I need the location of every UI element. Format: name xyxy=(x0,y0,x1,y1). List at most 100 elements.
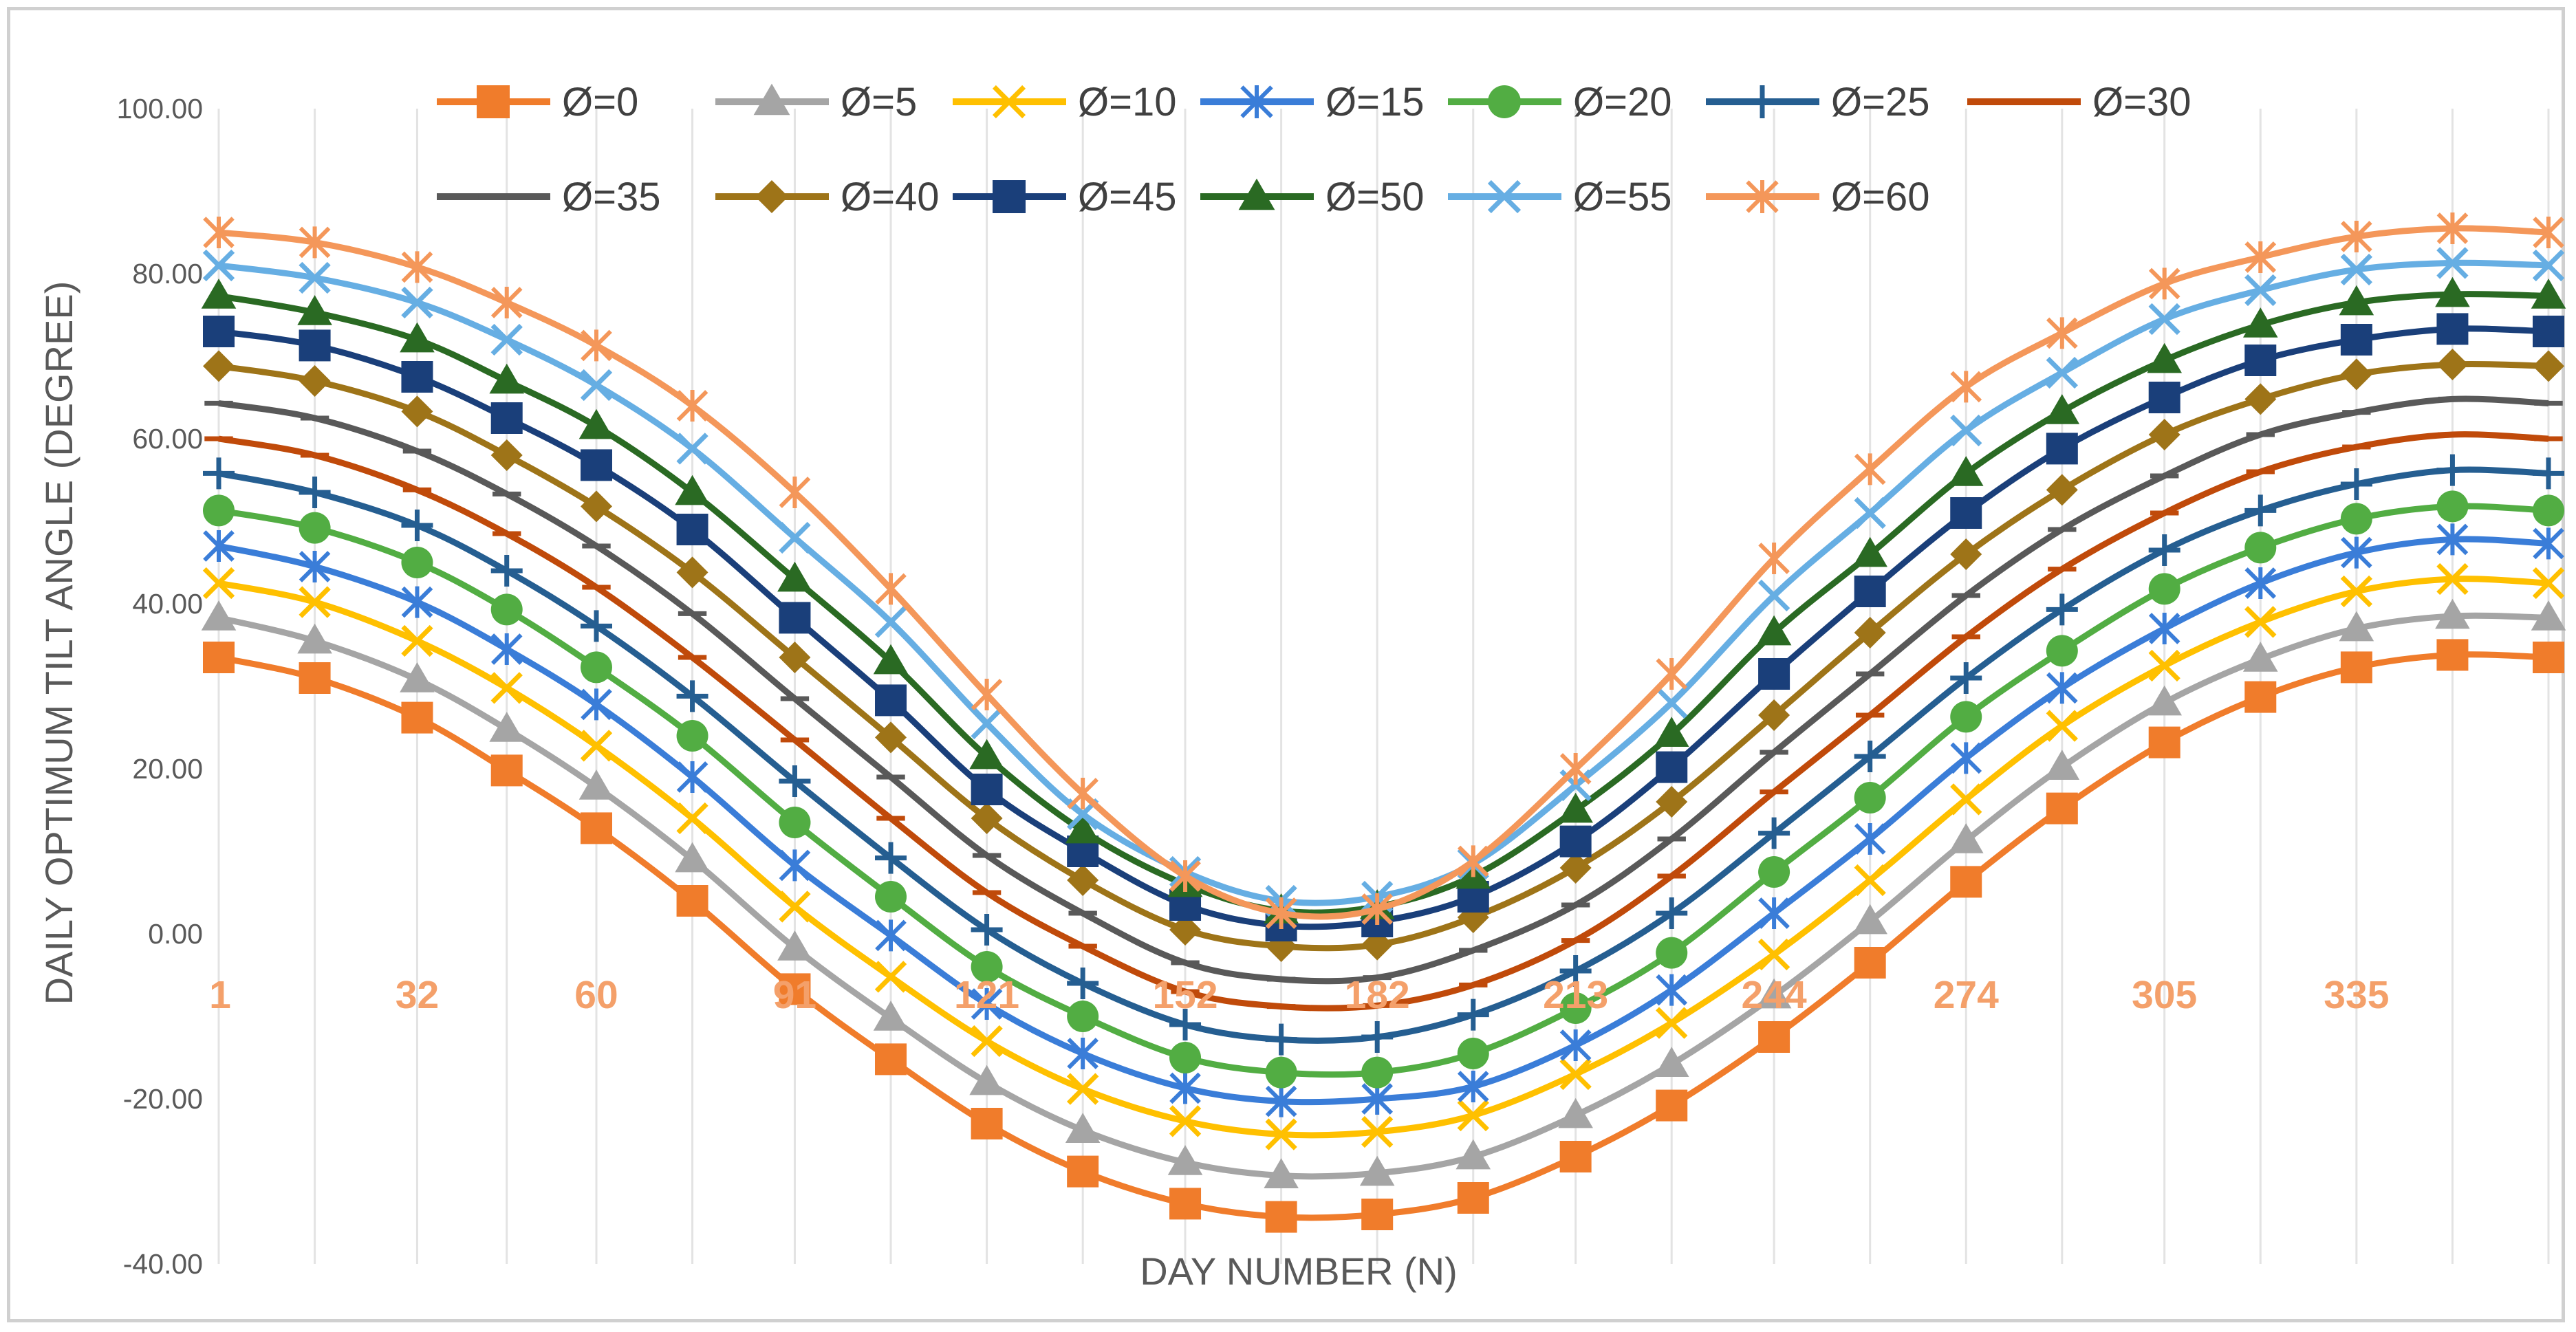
data-point xyxy=(2339,611,2374,642)
data-point xyxy=(1854,453,1886,485)
data-point xyxy=(1854,864,1886,897)
series-0 xyxy=(203,639,2564,1233)
data-point xyxy=(992,85,1026,119)
data-point xyxy=(1559,825,1592,858)
data-point xyxy=(580,730,613,762)
series-line xyxy=(218,576,2549,1139)
legend-item: Ø=40 xyxy=(715,175,940,219)
data-point xyxy=(1169,1042,1202,1073)
data-point xyxy=(1854,496,1886,529)
data-point xyxy=(1265,897,1297,929)
data-point xyxy=(2340,503,2372,535)
data-point xyxy=(676,802,708,835)
data-point xyxy=(676,680,708,712)
y-tick-label: 0.00 xyxy=(148,918,203,950)
series-20 xyxy=(203,490,2564,1089)
data-point xyxy=(2435,276,2470,307)
data-point xyxy=(969,739,1004,769)
data-point xyxy=(2341,536,2372,569)
data-point xyxy=(2533,527,2564,560)
data-point xyxy=(2340,253,2373,286)
data-point xyxy=(201,279,237,309)
data-point xyxy=(1746,85,1779,118)
data-point xyxy=(2148,268,2180,300)
y-axis-ticks: 100.00 80.00 60.00 40.00 20.00 0.00 -20.00 -40.… xyxy=(117,93,203,1280)
legend-item: Ø=60 xyxy=(1706,175,1930,219)
data-point xyxy=(1656,1007,1688,1039)
data-point xyxy=(993,180,1026,213)
y-tick-label: 100.00 xyxy=(117,93,203,124)
legend-item: Ø=0 xyxy=(437,80,638,124)
data-point xyxy=(1169,860,1201,892)
legend: Ø=0 Ø=5 Ø=10 Ø=15 Ø=20 Ø=25 Ø=30 Ø=35 Ø=40 Ø=45 Ø=… xyxy=(437,80,2191,219)
data-point xyxy=(971,679,1003,710)
data-point xyxy=(874,961,907,993)
data-point xyxy=(1361,1056,1394,1089)
data-point xyxy=(1265,1056,1297,1089)
data-point xyxy=(1457,845,1489,877)
data-point xyxy=(2148,613,2180,644)
data-point xyxy=(779,521,811,554)
data-point xyxy=(1169,1188,1202,1220)
data-point xyxy=(1455,1139,1491,1170)
data-point xyxy=(1559,1058,1592,1091)
legend-label: Ø=10 xyxy=(1078,80,1177,124)
data-point xyxy=(1654,717,1689,747)
data-point xyxy=(1487,179,1522,214)
data-point xyxy=(203,457,235,490)
data-point xyxy=(1948,823,1984,853)
data-point xyxy=(401,547,433,578)
data-point xyxy=(1067,778,1098,809)
data-point xyxy=(875,881,907,913)
data-point xyxy=(875,842,907,874)
data-point xyxy=(2046,710,2078,742)
data-point xyxy=(580,610,612,642)
series-line xyxy=(218,291,2549,916)
data-point xyxy=(299,551,331,582)
data-point xyxy=(1758,699,1790,731)
data-point xyxy=(2435,598,2470,629)
data-point xyxy=(1854,576,1886,607)
x-tick-label: 335 xyxy=(2324,973,2389,1017)
series-30 xyxy=(204,431,2563,1012)
data-point xyxy=(581,688,612,721)
data-point xyxy=(1067,968,1099,999)
data-point xyxy=(1656,751,1688,783)
data-point xyxy=(203,316,235,347)
data-point xyxy=(779,973,811,1005)
data-point xyxy=(2436,247,2469,279)
x-tick-label: 213 xyxy=(1543,973,1608,1017)
data-point xyxy=(1950,662,1982,694)
data-point xyxy=(1265,1118,1297,1150)
y-tick-label: 80.00 xyxy=(132,258,203,290)
data-point xyxy=(1169,1009,1202,1040)
data-point xyxy=(777,930,812,961)
data-point xyxy=(675,842,710,873)
legend-item: Ø=10 xyxy=(953,80,1177,124)
data-point xyxy=(2046,433,2078,465)
y-tick-label: 20.00 xyxy=(132,753,203,785)
series-55 xyxy=(202,247,2565,917)
data-point xyxy=(580,812,612,844)
data-point xyxy=(2531,600,2566,631)
data-point xyxy=(875,919,907,952)
data-point xyxy=(2436,563,2469,596)
data-point xyxy=(202,567,235,600)
data-point xyxy=(1559,1029,1592,1061)
data-point xyxy=(969,1064,1004,1095)
series-15 xyxy=(203,523,2564,1117)
data-point xyxy=(203,530,235,562)
data-point xyxy=(1854,617,1886,648)
data-point xyxy=(1854,823,1886,855)
data-point xyxy=(299,512,331,544)
data-point xyxy=(490,672,523,704)
data-point xyxy=(1265,1023,1297,1056)
data-point xyxy=(202,249,235,282)
data-point xyxy=(203,494,235,527)
data-point xyxy=(1169,1072,1201,1104)
data-point xyxy=(299,329,331,362)
data-point xyxy=(1950,538,1982,570)
data-point xyxy=(2533,642,2564,673)
legend-label: Ø=50 xyxy=(1325,175,1425,219)
x-tick-label: 182 xyxy=(1345,973,1410,1017)
